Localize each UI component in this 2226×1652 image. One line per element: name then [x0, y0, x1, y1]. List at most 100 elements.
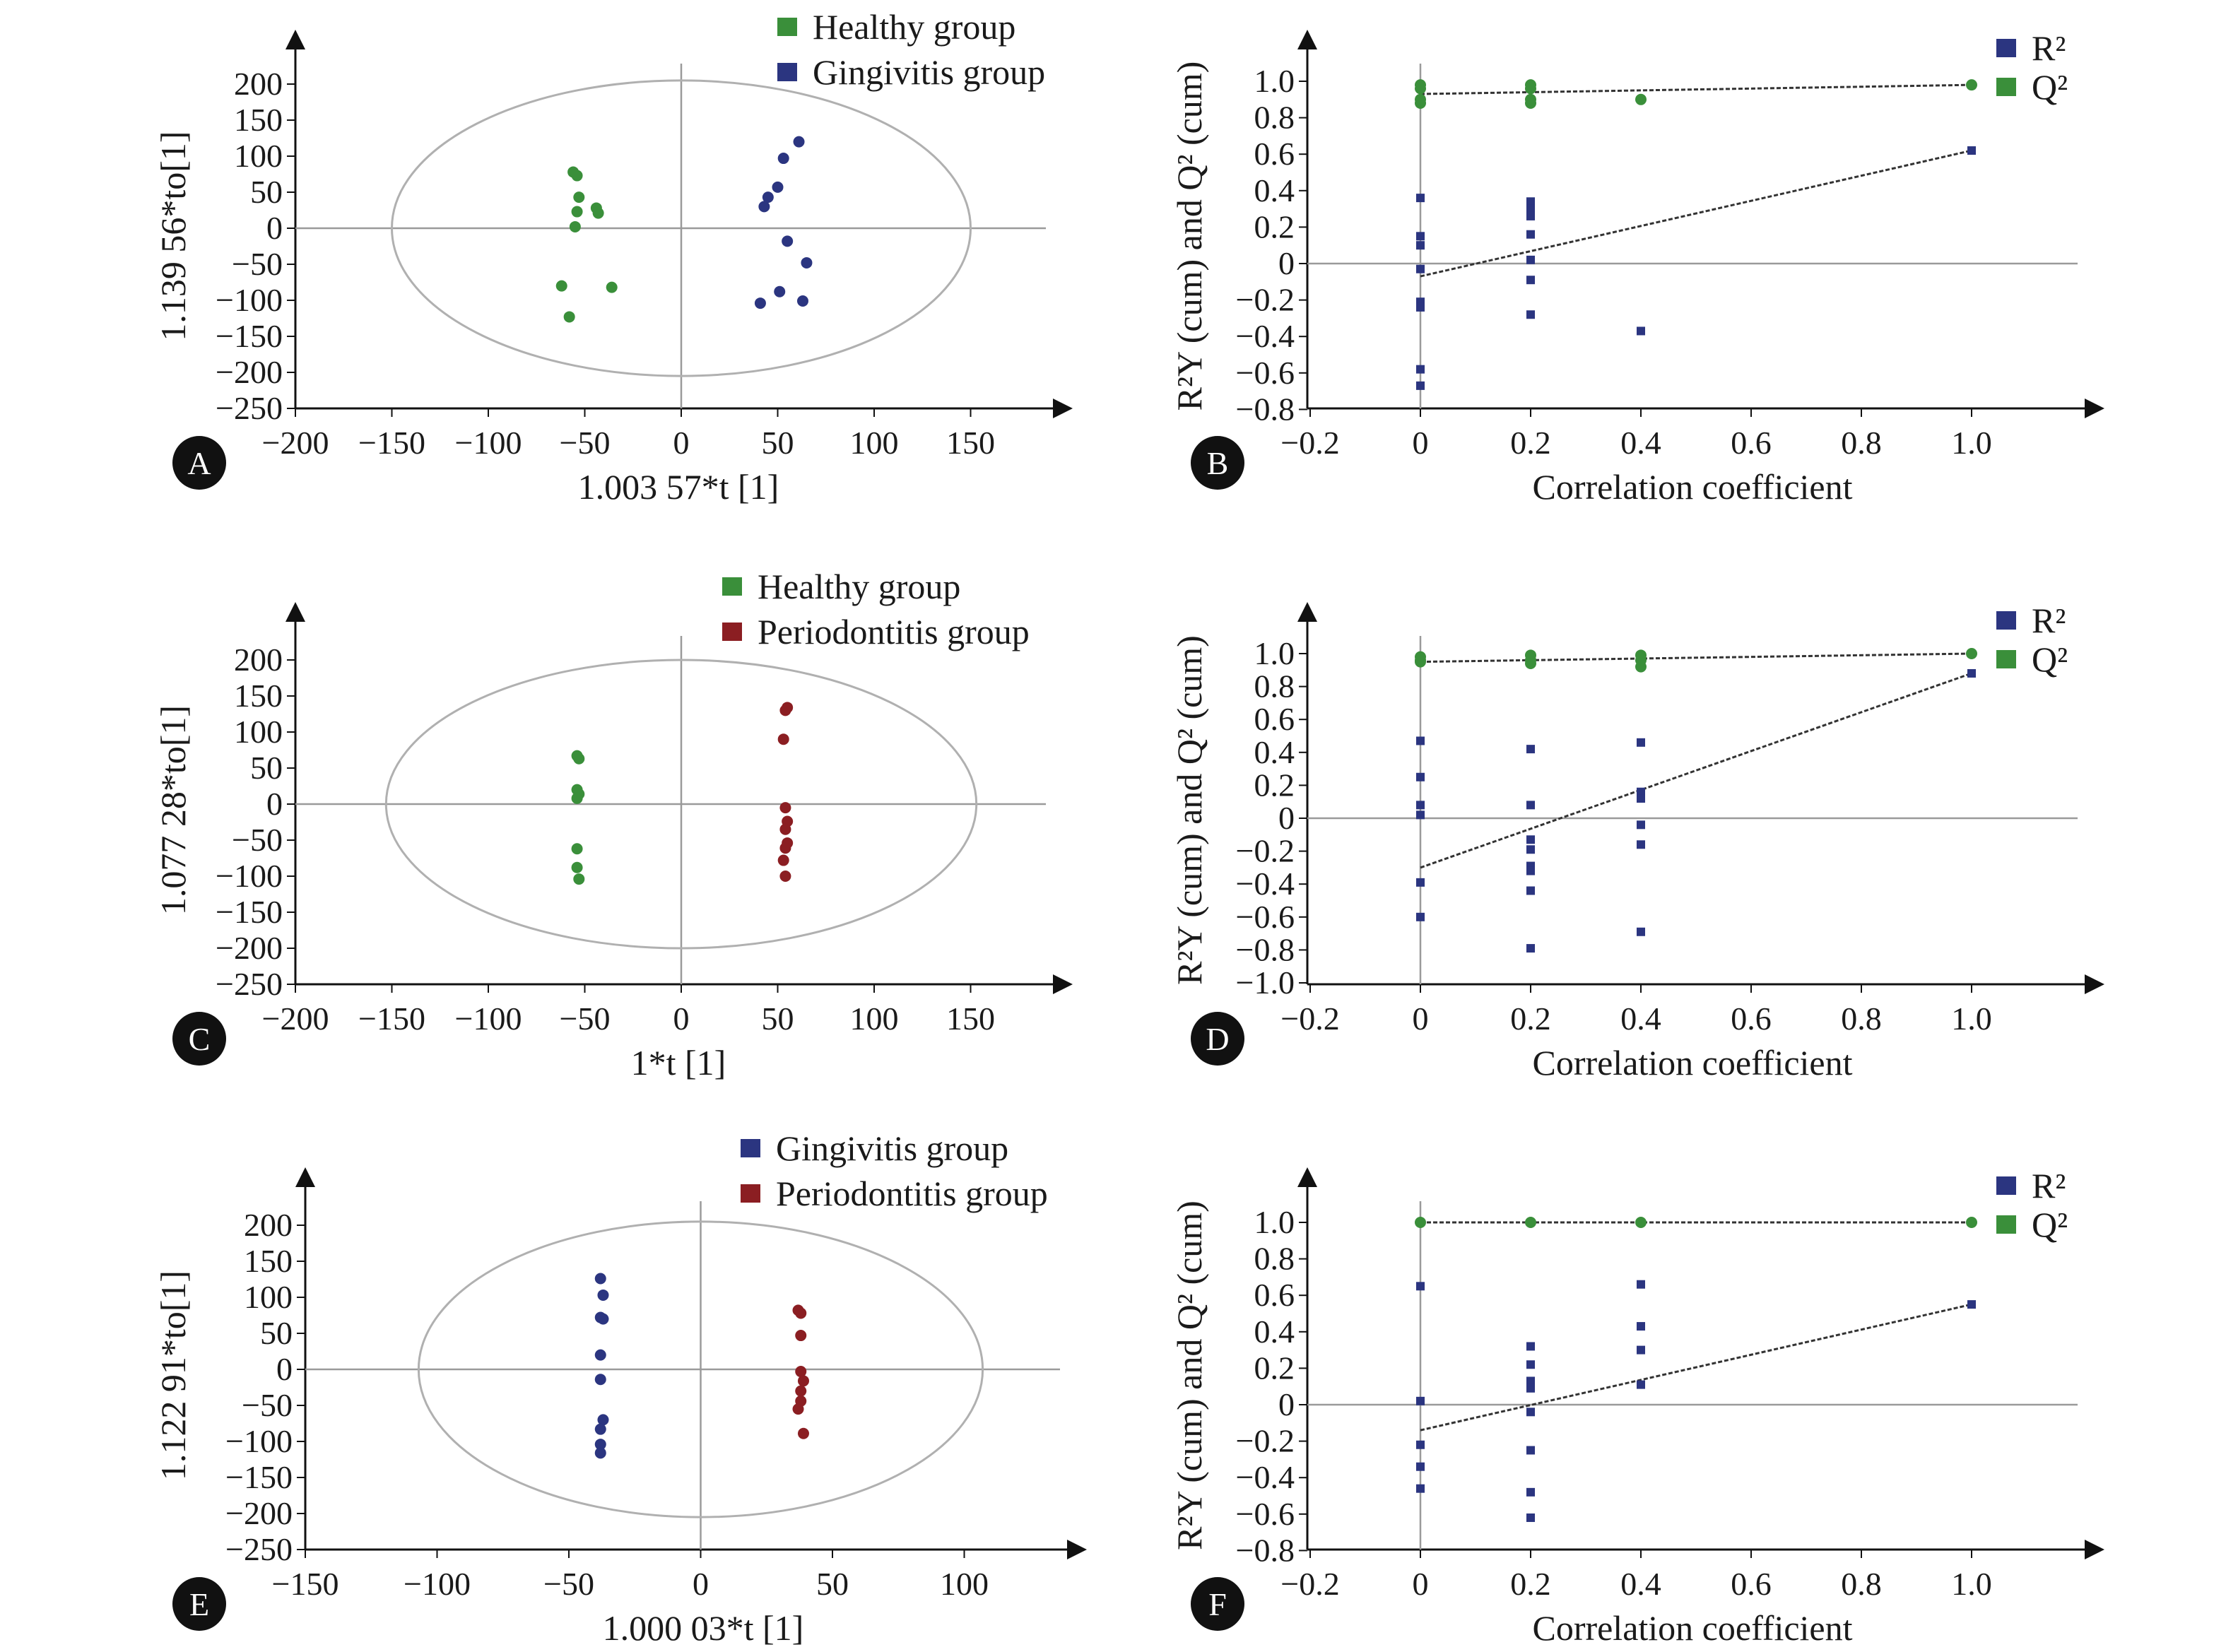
y-tick-label: 50: [260, 1315, 293, 1351]
data-point-q: [1635, 1217, 1647, 1228]
y-tick-label: −100: [216, 858, 283, 894]
x-tick-label: 0: [673, 1001, 690, 1037]
legend-swatch: [722, 577, 742, 596]
data-point-r: [1637, 787, 1645, 796]
data-point-gingivitis-group: [796, 295, 808, 307]
legend-label: Periodontitis group: [758, 612, 1030, 651]
y-axis-arrow: [285, 602, 305, 622]
x-tick-label: 0.2: [1510, 1566, 1551, 1602]
data-point-healthy-group: [563, 311, 575, 323]
legend-label: Gingivitis group: [776, 1128, 1008, 1168]
legend-swatch: [777, 63, 797, 81]
y-tick-label: 0.6: [1254, 701, 1295, 737]
data-point-healthy-group: [571, 170, 583, 182]
data-point-periodontitis-group: [797, 1427, 809, 1439]
x-tick-label: 150: [946, 425, 995, 461]
x-tick-label: −0.2: [1280, 425, 1339, 461]
data-point-r: [1526, 845, 1535, 854]
legend-swatch: [1996, 39, 2016, 57]
y-tick-label: 0: [266, 210, 283, 246]
data-point-r: [1637, 820, 1645, 830]
legend-label: Healthy group: [813, 7, 1015, 47]
data-point-gingivitis-group: [594, 1423, 606, 1435]
panel-d: −0.2 0 0.2 0.4 0.6 0.8 1.01.00.80.60.40.20−0.2…: [1170, 601, 2104, 1082]
y-tick-label: −250: [216, 966, 283, 1002]
data-point-r: [1967, 668, 1976, 678]
panel-a: −200 −150 −100 −50 0 50 100 150200150100500−50−…: [153, 7, 1073, 507]
data-point-q: [1415, 97, 1426, 109]
y-tick-label: 1.0: [1254, 63, 1295, 99]
y-tick-label: −150: [216, 894, 283, 930]
panel-badge: [1191, 1577, 1244, 1631]
y-tick-label: −0.8: [1236, 931, 1295, 967]
y-axis-arrow: [295, 1167, 315, 1187]
data-point-q: [1415, 83, 1426, 95]
data-point-healthy-group: [571, 861, 583, 873]
x-tick-label: 0.2: [1510, 1001, 1551, 1037]
data-point-gingivitis-group: [777, 153, 789, 165]
data-point-r: [1416, 381, 1425, 390]
data-point-r: [1416, 1462, 1425, 1471]
legend-swatch: [1996, 1215, 2016, 1234]
data-point-periodontitis-group: [779, 823, 791, 835]
x-tick-label: 1.0: [1951, 1566, 1992, 1602]
y-tick-label: 0.8: [1254, 1241, 1295, 1277]
x-axis-arrow: [2085, 399, 2104, 418]
x-tick-label: −150: [358, 1001, 425, 1037]
y-tick-label: −100: [225, 1423, 293, 1459]
data-point-gingivitis-group: [594, 1349, 606, 1361]
x-axis-label: 1.003 57*t [1]: [578, 467, 779, 507]
y-axis-arrow: [1297, 30, 1317, 49]
y-tick-label: 150: [244, 1243, 293, 1279]
data-point-r: [1416, 264, 1425, 273]
y-tick-label: −50: [232, 822, 283, 858]
data-point-gingivitis-group: [774, 285, 786, 297]
x-tick-label: −100: [404, 1566, 471, 1602]
y-axis-label: 1.139 56*to[1]: [153, 131, 193, 341]
data-point-r: [1416, 194, 1425, 203]
x-tick-label: 0.8: [1841, 1566, 1882, 1602]
x-axis-arrow: [1067, 1540, 1087, 1559]
data-point-r: [1526, 1376, 1535, 1386]
y-tick-label: −0.4: [1236, 318, 1295, 354]
data-point-r: [1526, 230, 1535, 239]
y-tick-label: −100: [216, 282, 283, 318]
y-tick-label: 0: [1278, 800, 1295, 836]
y-axis-arrow: [1297, 1167, 1317, 1187]
y-tick-label: 200: [244, 1207, 293, 1243]
legend-label: Gingivitis group: [813, 52, 1045, 92]
x-tick-label: 0: [1413, 425, 1429, 461]
y-tick-label: −1.0: [1236, 964, 1295, 1001]
y-tick-label: −150: [216, 318, 283, 354]
y-tick-label: 0.4: [1254, 1314, 1295, 1350]
data-point-gingivitis-group: [758, 201, 770, 213]
data-point-r: [1526, 745, 1535, 754]
data-point-healthy-group: [573, 191, 585, 203]
data-point-r: [1416, 1440, 1425, 1449]
y-tick-label: −200: [225, 1495, 293, 1531]
data-point-q: [1415, 656, 1426, 668]
x-tick-label: 0.4: [1620, 425, 1661, 461]
data-point-healthy-group: [571, 843, 583, 855]
regression-line: [1420, 652, 1972, 663]
x-tick-label: 1.0: [1951, 1001, 1992, 1037]
data-point-gingivitis-group: [597, 1313, 609, 1325]
data-point-q: [1525, 1217, 1536, 1228]
data-point-r: [1637, 326, 1645, 336]
x-tick-label: −0.2: [1280, 1566, 1339, 1602]
panel-badge-letter: F: [1208, 1586, 1227, 1622]
y-axis-label: 1.122 91*to[1]: [153, 1270, 193, 1480]
x-tick-label: 0.4: [1620, 1566, 1661, 1602]
y-tick-label: −0.6: [1236, 1496, 1295, 1532]
hotelling-ellipse: [384, 659, 978, 950]
data-point-r: [1637, 1380, 1645, 1389]
data-point-r: [1526, 1360, 1535, 1369]
data-point-r: [1416, 736, 1425, 745]
data-point-gingivitis-group: [597, 1289, 609, 1301]
y-tick-label: 0.8: [1254, 100, 1295, 136]
panel-badge-letter: A: [187, 445, 211, 481]
y-axis-label: 1.077 28*to[1]: [153, 705, 193, 915]
legend-label: Q²: [2032, 1205, 2068, 1244]
data-point-r: [1637, 1322, 1645, 1331]
y-tick-label: 1.0: [1254, 635, 1295, 671]
